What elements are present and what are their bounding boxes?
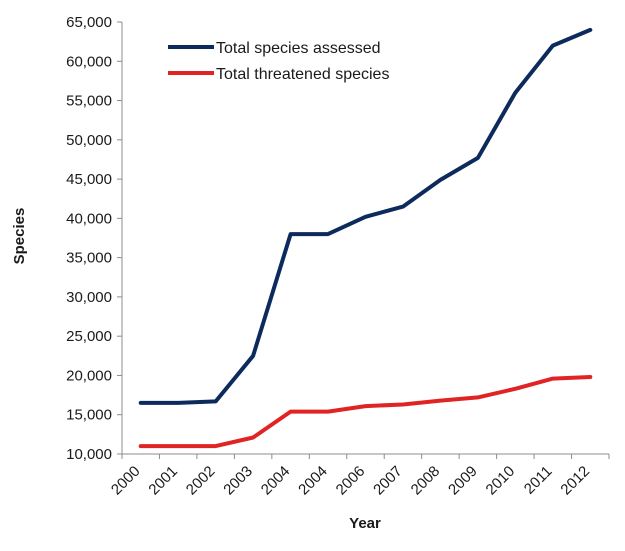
x-tick-label: 2002 — [183, 463, 219, 499]
legend-label-total-threatened-species: Total threatened species — [216, 66, 389, 83]
y-tick-label: 60,000 — [66, 53, 112, 70]
x-axis: 2000 2001 2002 2003 2004 2004 2006 2007 2008 2009… — [108, 453, 610, 499]
x-tick-label: 2012 — [557, 463, 593, 499]
x-tick-label: 2000 — [108, 463, 144, 499]
x-tick-label: 2011 — [521, 463, 556, 498]
legend: Total species assessed Total threatened … — [168, 40, 389, 83]
y-tick-label: 65,000 — [66, 14, 112, 31]
x-tick-label: 2007 — [370, 463, 406, 499]
y-tick-label: 25,000 — [66, 328, 112, 345]
y-tick-label: 50,000 — [66, 132, 112, 149]
y-tick-label: 40,000 — [66, 210, 112, 227]
legend-label-total-species-assessed: Total species assessed — [216, 40, 381, 57]
y-axis-title: Species — [11, 208, 28, 265]
y-axis: 10,000 15,000 20,000 25,000 30,000 35,000 40,0… — [66, 14, 123, 463]
x-tick-label: 2010 — [483, 463, 519, 499]
x-tick-label: 2008 — [408, 463, 444, 499]
y-tick-label: 55,000 — [66, 93, 112, 110]
y-tick-label: 45,000 — [66, 171, 112, 188]
y-tick-label: 30,000 — [66, 289, 112, 306]
x-tick-label: 2009 — [445, 463, 481, 499]
x-tick-label: 2006 — [333, 463, 369, 499]
x-tick-label: 2001 — [145, 463, 181, 499]
y-tick-label: 10,000 — [66, 446, 112, 463]
y-tick-label: 20,000 — [66, 367, 112, 384]
y-tick-label: 15,000 — [66, 407, 112, 424]
x-axis-title: Year — [349, 515, 381, 532]
series-line-total-species-assessed — [138, 27, 593, 405]
series-line-total-threatened-species — [138, 375, 593, 449]
x-tick-label: 2004 — [258, 463, 294, 499]
x-tick-label: 2004 — [295, 463, 331, 499]
y-tick-label: 35,000 — [66, 250, 112, 267]
series-layer — [138, 27, 593, 449]
x-tick-label: 2003 — [220, 463, 256, 499]
